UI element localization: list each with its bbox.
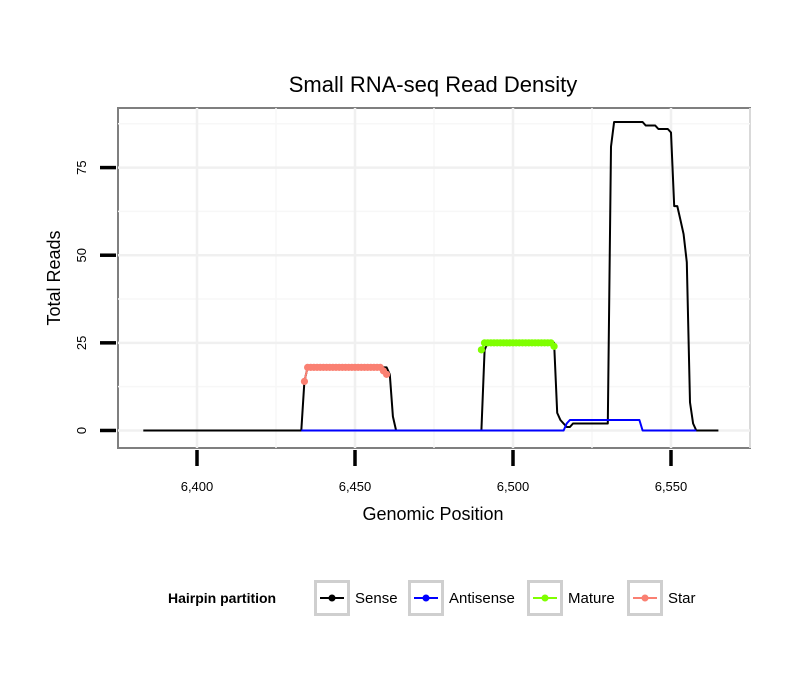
- data-point-mature: [477, 346, 485, 354]
- x-axis-label: Genomic Position: [362, 504, 503, 524]
- y-tick-label: 50: [74, 248, 89, 262]
- y-tick-label: 25: [74, 336, 89, 350]
- data-point-mature: [550, 342, 558, 350]
- legend-title: Hairpin partition: [168, 590, 276, 606]
- y-tick-label: 75: [74, 160, 89, 174]
- x-tick-label: 6,400: [181, 479, 214, 494]
- y-axis-label: Total Reads: [44, 230, 64, 325]
- x-tick-label: 6,500: [497, 479, 530, 494]
- legend-key-point: [541, 594, 549, 602]
- legend-item-sense: Sense: [314, 580, 398, 616]
- x-axis: 6,400 6,450 6,500 6,550: [181, 450, 688, 494]
- chart-title: Small RNA-seq Read Density: [289, 72, 578, 97]
- legend-key-point: [641, 594, 649, 602]
- x-tick-label: 6,550: [655, 479, 688, 494]
- y-axis: 0 25 50 75: [74, 160, 116, 434]
- legend-key-point: [328, 594, 336, 602]
- legend-item-star: Star: [627, 580, 696, 616]
- series-line-sense: [143, 121, 719, 432]
- data-point-star: [300, 377, 309, 386]
- legend-label: Antisense: [449, 590, 515, 607]
- series-line-antisense: [301, 419, 697, 432]
- legend-item-mature: Mature: [527, 580, 615, 616]
- legend-label: Mature: [568, 590, 615, 607]
- data-point-star: [383, 370, 391, 378]
- legend-label: Sense: [355, 590, 398, 607]
- legend-key-point: [422, 594, 430, 602]
- legend-item-antisense: Antisense: [408, 580, 515, 616]
- y-tick-label: 0: [74, 427, 89, 434]
- series-layer: [143, 121, 719, 432]
- legend: Hairpin partition Sense Antisense Mature St…: [168, 580, 696, 616]
- legend-label: Star: [668, 590, 696, 607]
- x-tick-label: 6,450: [339, 479, 372, 494]
